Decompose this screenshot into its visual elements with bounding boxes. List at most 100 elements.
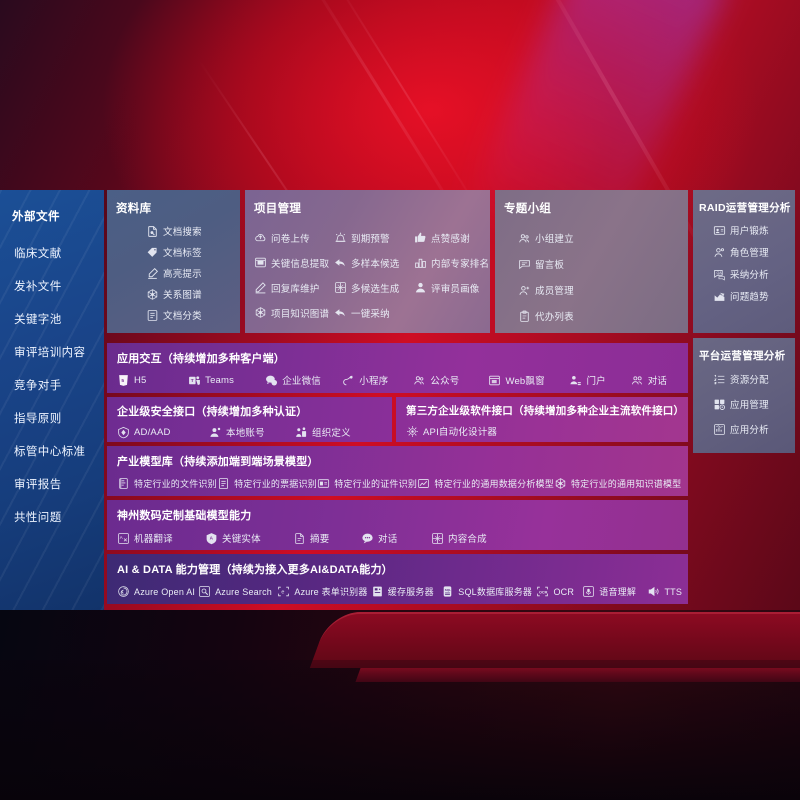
sidebar-item-clinical-literature[interactable]: 临床文献: [14, 248, 62, 260]
security-item-ad-aad[interactable]: AD/AAD: [117, 426, 209, 439]
model-item-label: 特定行业的票据识别: [234, 479, 317, 489]
proj-item-multi-sample[interactable]: 多样本候选: [334, 250, 414, 275]
clipboard-list-icon: [520, 310, 529, 322]
group-item-label: 成员管理: [535, 286, 574, 297]
interaction-item-dialog[interactable]: 对话: [631, 373, 688, 387]
base-item-machine-translate[interactable]: A 机器翻译: [117, 531, 205, 545]
proj-item-thanks[interactable]: 点赞感谢: [414, 225, 486, 250]
interaction-item-label: 小程序: [359, 376, 389, 387]
ai-item-label: SQL数据库服务器: [458, 587, 533, 597]
tag-icon: [147, 247, 157, 257]
message-board-icon: [519, 259, 530, 269]
lib-item-document-category[interactable]: 文档分类: [146, 308, 240, 322]
raid-item-issue-trend[interactable]: 问题趋势: [713, 289, 795, 303]
ocr-icon: OCR: [537, 586, 549, 597]
sidebar-item-common-issues[interactable]: 共性问题: [14, 512, 62, 524]
group-item-message-board[interactable]: 留言板: [518, 251, 604, 277]
interaction-item-wechat-work[interactable]: 企业微信: [265, 373, 342, 387]
org-define-icon: [296, 426, 307, 437]
group-item-member-manage[interactable]: 成员管理: [518, 277, 604, 303]
band-base-model-capability: 神州数码定制基础模型能力 A 机器翻译 A 关键实体 摘要 对话 内容合成: [107, 500, 688, 550]
branch-grid-icon: [335, 282, 346, 293]
proj-item-reviewer-portrait[interactable]: 评审员画像: [414, 275, 486, 300]
lib-item-highlight[interactable]: 高亮提示: [146, 266, 240, 280]
model-item-label: 特定行业的文件识别: [134, 479, 217, 489]
band-interaction-title: 应用交互（持续增加多种客户端）: [117, 353, 285, 365]
raid-item-user-profile[interactable]: 用户锻炼: [713, 223, 795, 237]
proj-item-questionnaire-upload[interactable]: 问卷上传: [254, 225, 334, 250]
ai-item-tts[interactable]: TTS: [647, 585, 688, 598]
security-item-local-account[interactable]: 本地账号: [209, 425, 295, 439]
raid-item-role-manage[interactable]: 角色管理: [713, 245, 795, 259]
proj-item-expert-ranking[interactable]: 内部专家排名: [414, 250, 489, 275]
sidebar-item-competitors[interactable]: 竞争对手: [14, 380, 62, 392]
proj-item-key-info-extract[interactable]: 关键信息提取: [254, 250, 334, 275]
group-item-create-group[interactable]: 小组建立: [518, 225, 604, 251]
sidebar-item-guidelines[interactable]: 指导原则: [14, 413, 62, 425]
trend-chart-icon: [714, 292, 725, 301]
platform-item-app-analysis[interactable]: 应用分析: [713, 422, 795, 436]
proj-item-reply-library[interactable]: 回复库维护: [254, 275, 334, 300]
proj-item-due-warning[interactable]: 到期预警: [334, 225, 414, 250]
ai-item-ocr[interactable]: OCR OCR: [536, 585, 582, 598]
base-item-key-entity[interactable]: A 关键实体: [205, 531, 293, 545]
ai-item-azure-search[interactable]: Azure Search: [198, 585, 277, 598]
raid-item-adoption-analysis[interactable]: QA 采纳分析: [713, 267, 795, 281]
proj-item-project-graph[interactable]: 项目知识图谱: [254, 300, 334, 325]
sidebar-item-training-content[interactable]: 审评培训内容: [14, 347, 86, 359]
model-item-file-recognition[interactable]: 特定行业的文件识别: [117, 477, 217, 490]
band-thirdparty-items: API自动化设计器: [406, 424, 688, 438]
svg-text:QA: QA: [717, 271, 723, 275]
base-item-dialog[interactable]: 对话: [361, 531, 431, 545]
interaction-item-label: 门户: [586, 376, 606, 387]
proj-item-multi-candidate[interactable]: 多候选生成: [334, 275, 414, 300]
platform-item-app-manage[interactable]: 应用管理: [713, 397, 795, 411]
sidebar-item-standards[interactable]: 标管中心标准: [14, 446, 86, 458]
model-item-data-analysis[interactable]: 特定行业的通用数据分析模型: [417, 477, 554, 490]
lib-item-document-tag[interactable]: 文档标签: [146, 245, 240, 259]
model-item-knowledge-graph[interactable]: 特定行业的通用知识谱模型: [554, 477, 688, 490]
group-item-todo-list[interactable]: 代办列表: [518, 303, 604, 329]
band-enterprise-security: 企业级安全接口（持续增加多种认证） AD/AAD 本地账号 组织定义: [107, 397, 392, 442]
lib-item-label: 文档标签: [163, 248, 202, 259]
ai-item-cache-server[interactable]: 缓存服务器: [371, 585, 442, 598]
panel-raid-title: RAID运营管理分析: [699, 202, 791, 214]
dialog-users-icon: [631, 375, 642, 384]
group-item-material-manage[interactable]: 资料管理: [518, 329, 604, 333]
platform-item-resource-allocation[interactable]: 资源分配: [713, 372, 795, 386]
raid-item-label: 采纳分析: [730, 270, 769, 281]
band-security-items: AD/AAD 本地账号 组织定义: [117, 425, 392, 439]
band-base-title: 神州数码定制基础模型能力: [117, 510, 252, 522]
ai-item-form-recognizer[interactable]: e Azure 表单识别器: [277, 585, 370, 598]
base-item-content-synthesis[interactable]: 内容合成: [431, 531, 521, 545]
machine-translate-icon: A: [118, 532, 129, 544]
thirdparty-item-api-designer[interactable]: API自动化设计器: [406, 424, 546, 438]
interaction-item-mini-program[interactable]: 小程序: [342, 373, 413, 387]
ai-item-azure-openai[interactable]: Azure Open AI: [117, 585, 198, 598]
portal-icon: [570, 375, 582, 385]
band-industry-model: 产业模型库（持续添加端到端场景模型） 特定行业的文件识别 特定行业的票据识别 特…: [107, 446, 688, 496]
security-item-label: 本地账号: [226, 428, 265, 439]
model-item-id-recognition[interactable]: 特定行业的证件识别: [317, 477, 417, 490]
user-card-icon: [713, 225, 726, 235]
thumbs-up-icon: [415, 232, 426, 243]
interaction-item-h5[interactable]: 5 H5: [117, 374, 188, 387]
interaction-item-teams[interactable]: T Teams: [188, 374, 265, 387]
ai-item-speech-understand[interactable]: 语音理解: [582, 585, 647, 598]
sidebar-item-supplement-files[interactable]: 发补文件: [14, 281, 62, 293]
sidebar-item-review-report[interactable]: 审评报告: [14, 479, 62, 491]
lib-item-relation-graph[interactable]: 关系图谱: [146, 287, 240, 301]
ai-item-sql-database[interactable]: SQL SQL数据库服务器: [441, 585, 536, 598]
model-item-invoice-recognition[interactable]: 特定行业的票据识别: [217, 477, 317, 490]
wechat-work-icon: [266, 375, 278, 385]
panel-library: 资料库 文档搜索 文档标签 高亮提示 关系图谱 文档分类: [107, 190, 240, 333]
interaction-item-web-window[interactable]: Web飘窗: [488, 373, 569, 387]
base-item-summary[interactable]: 摘要: [293, 531, 361, 545]
interaction-item-official-account[interactable]: 公众号: [413, 373, 488, 387]
security-item-org-define[interactable]: 组织定义: [295, 425, 381, 439]
sidebar-item-keyword-pool[interactable]: 关键字池: [14, 314, 62, 326]
lib-item-document-search[interactable]: 文档搜索: [146, 224, 240, 238]
proj-item-one-click-adopt[interactable]: 一键采纳: [334, 300, 414, 325]
form-recognizer-icon: e: [278, 586, 290, 597]
interaction-item-portal[interactable]: 门户: [569, 373, 630, 387]
